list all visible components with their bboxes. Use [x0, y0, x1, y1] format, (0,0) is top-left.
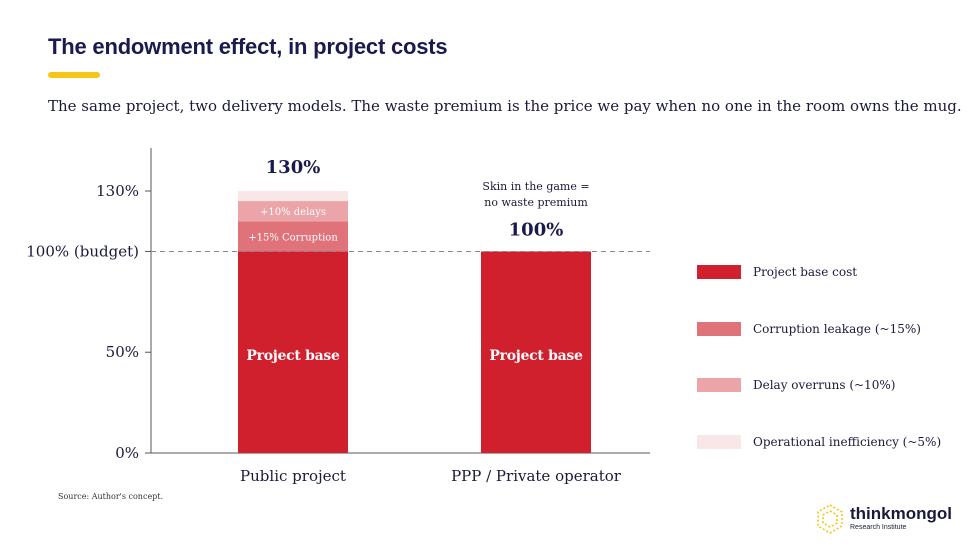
y-tick-label: 0%: [115, 444, 139, 462]
bar-segment-label: +10% delays: [260, 207, 326, 218]
bar-total-label: 130%: [266, 157, 321, 178]
legend-label: Project base cost: [753, 265, 858, 279]
legend-label: Operational inefficiency (~5%): [753, 434, 942, 449]
bar-segment: [481, 251, 591, 453]
title-accent-bar: [48, 72, 100, 78]
x-category-label: PPP / Private operator: [451, 467, 622, 485]
legend-swatch: [697, 321, 741, 336]
y-tick-label: 130%: [96, 182, 139, 200]
page-subtitle: The same project, two delivery models. T…: [48, 97, 962, 115]
legend-swatch: [697, 378, 741, 392]
annotation-line: Skin in the game =: [482, 180, 589, 193]
bar-segment-label: +15% Corruption: [248, 232, 338, 243]
legend-label: Corruption leakage (~15%): [753, 321, 921, 336]
bar-segment: [238, 191, 348, 202]
bar-segment: [238, 251, 348, 453]
x-category-label: Public project: [240, 467, 346, 485]
brand-logo: thinkmongol Research Institute: [812, 500, 972, 540]
annotation-line: no waste premium: [484, 196, 588, 209]
page-title: The endowment effect, in project costs: [48, 34, 448, 59]
logo-subtitle: Research Institute: [850, 524, 907, 531]
bar-segment: [238, 221, 348, 252]
legend-item: Operational inefficiency (~5%): [697, 432, 941, 452]
bar-segment: [238, 201, 348, 222]
bar-segment-label: Project base: [246, 348, 340, 364]
legend-label: Delay overruns (~10%): [753, 378, 896, 392]
legend-swatch: [697, 434, 741, 449]
legend-swatch: [697, 265, 741, 279]
legend-item: Delay overruns (~10%): [697, 375, 895, 395]
source-note: Source: Author's concept.: [58, 492, 164, 501]
y-tick-label: 100% (budget): [26, 242, 139, 260]
logo-name: thinkmongol: [850, 504, 952, 523]
bar-segment-label: Project base: [489, 348, 583, 364]
hexagon-logo-icon: [817, 504, 843, 534]
legend-item: Project base cost: [697, 262, 857, 282]
legend-item: Corruption leakage (~15%): [697, 319, 921, 339]
y-tick-label: 50%: [106, 343, 139, 361]
bar-total-label: 100%: [509, 219, 564, 240]
